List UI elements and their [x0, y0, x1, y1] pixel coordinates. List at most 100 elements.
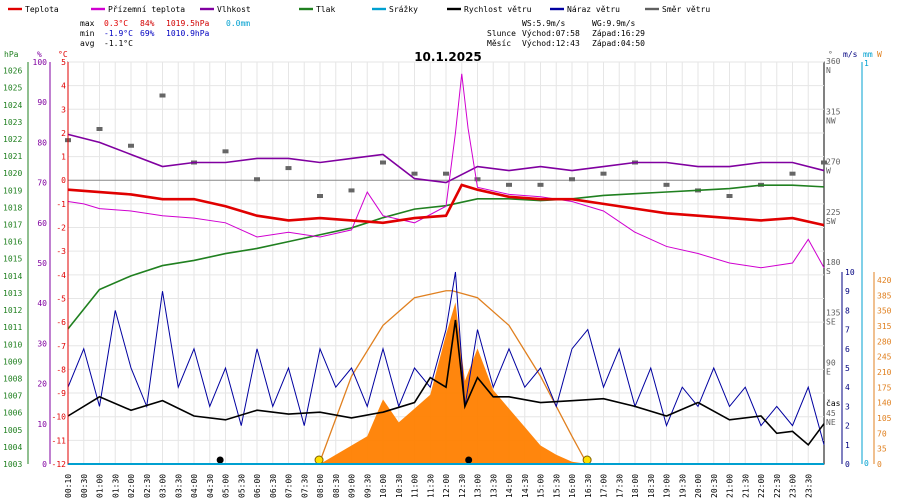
legend-label: Srážky — [389, 5, 418, 14]
wind-direction-point — [789, 171, 796, 176]
tick-time: 21:30 — [741, 474, 750, 498]
tick-wind: 4 — [845, 383, 850, 392]
tick-temp: -3 — [56, 247, 66, 256]
axis-unit-hpa: hPa — [4, 50, 19, 59]
tick-hum: 90 — [37, 98, 47, 107]
wind-direction-point — [159, 93, 166, 98]
tick-time: 11:00 — [411, 474, 420, 498]
stat-max-hum: 84% — [140, 19, 155, 28]
stat-avg-label: avg — [80, 39, 95, 48]
wind-direction-point — [317, 194, 323, 198]
axis-unit-temp: °C — [58, 50, 68, 59]
tick-rain: 1 — [864, 59, 869, 68]
tick-time: 18:30 — [647, 474, 656, 498]
tick-time: 04:00 — [190, 474, 199, 498]
wind-direction-point — [663, 182, 670, 187]
tick-time: 23:00 — [789, 474, 798, 498]
tick-time: 16:30 — [584, 474, 593, 498]
tick-time: 02:30 — [143, 474, 152, 498]
tick-solar: 420 — [877, 276, 892, 285]
moonrise-marker — [465, 456, 473, 464]
tick-wind: 10 — [845, 268, 855, 277]
tick-dir-label: W — [826, 167, 831, 176]
tick-temp: 3 — [61, 105, 66, 114]
tick-time: 07:00 — [285, 474, 294, 498]
wind-direction-point — [285, 166, 292, 171]
tick-time: 11:30 — [426, 474, 435, 498]
tick-time: 20:00 — [694, 474, 703, 498]
tick-time: 02:00 — [127, 474, 136, 498]
wind-direction-point — [411, 171, 418, 176]
tick-hpa: 1022 — [3, 135, 22, 144]
tick-hpa: 1025 — [3, 84, 22, 93]
wind-direction-point — [600, 171, 607, 176]
tick-solar: 175 — [877, 383, 892, 392]
tick-time: 03:00 — [159, 474, 168, 498]
info-moon-label: Měsíc — [487, 39, 511, 48]
tick-temp: -7 — [56, 342, 66, 351]
tick-hpa: 1023 — [3, 118, 22, 127]
tick-dir-label: N — [826, 66, 831, 75]
tick-time: 14:00 — [505, 474, 514, 498]
tick-wind: 3 — [845, 402, 850, 411]
tick-hum: 30 — [37, 339, 47, 348]
tick-hpa: 1024 — [3, 101, 22, 110]
tick-solar: 0 — [877, 460, 882, 469]
tick-solar: 210 — [877, 368, 892, 377]
legend-label: Směr větru — [662, 5, 710, 14]
info-moon-rise: Východ:12:43 — [522, 39, 580, 48]
tick-hpa: 1010 — [3, 340, 22, 349]
tick-time: 09:30 — [363, 474, 372, 498]
tick-temp: -10 — [52, 413, 67, 422]
legend-label: Přízemní teplota — [108, 5, 185, 14]
sunset-marker — [582, 455, 592, 465]
tick-time: 21:00 — [726, 474, 735, 498]
wind-direction-point — [380, 160, 386, 165]
tick-hum: 0 — [42, 460, 47, 469]
tick-time: 04:30 — [206, 474, 215, 498]
wind-direction-point — [569, 177, 575, 182]
info-sun-rise: Východ:07:58 — [522, 29, 580, 38]
tick-time: 08:30 — [332, 474, 341, 498]
stat-max-rain: 0.0mm — [226, 19, 250, 28]
axis-unit-wind: m/s — [843, 50, 858, 59]
tick-time: 06:30 — [269, 474, 278, 498]
tick-temp: 5 — [61, 58, 66, 67]
tick-time: 17:00 — [600, 474, 609, 498]
tick-time: 05:30 — [237, 474, 246, 498]
info-sun-set: Západ:16:29 — [592, 29, 645, 38]
wind-direction-point — [254, 177, 260, 182]
tick-time: 19:30 — [678, 474, 687, 498]
axis-unit-dir: ° — [828, 50, 833, 59]
stat-avg-temp: -1.1°C — [104, 39, 133, 48]
tick-temp: -9 — [56, 389, 66, 398]
info-sun-label: Slunce — [487, 29, 516, 38]
tick-temp: 1 — [61, 153, 66, 162]
tick-hum: 20 — [37, 380, 47, 389]
tick-hum: 60 — [37, 219, 47, 228]
stat-max-label: max — [80, 19, 95, 28]
tick-time: 00:30 — [80, 474, 89, 498]
wind-direction-point — [506, 182, 512, 187]
wind-direction-point — [96, 127, 103, 131]
ground-temperature-line — [67, 73, 825, 269]
axis-unit-rain: mm — [863, 50, 873, 59]
tick-hpa: 1004 — [3, 443, 22, 452]
tick-temp: 0 — [61, 176, 66, 185]
moonset-marker — [216, 456, 224, 464]
tick-dir-deg: 135 — [826, 308, 841, 317]
tick-solar: 105 — [877, 414, 892, 423]
sunrise-marker — [314, 455, 324, 465]
wind-direction-point — [537, 182, 544, 187]
stat-max-temp: 0.3°C — [104, 19, 128, 28]
tick-dir-label: S — [826, 267, 831, 276]
tick-wind: 9 — [845, 287, 850, 296]
tick-temp: -4 — [56, 271, 66, 280]
tick-solar: 70 — [877, 429, 887, 438]
tick-dir-label: NW — [826, 116, 836, 125]
tick-wind: 2 — [845, 422, 850, 431]
wind-direction-point — [443, 171, 449, 176]
solar-radiation-area — [320, 302, 588, 464]
tick-hpa: 1021 — [3, 152, 22, 161]
stat-min-hum: 69% — [140, 29, 155, 38]
